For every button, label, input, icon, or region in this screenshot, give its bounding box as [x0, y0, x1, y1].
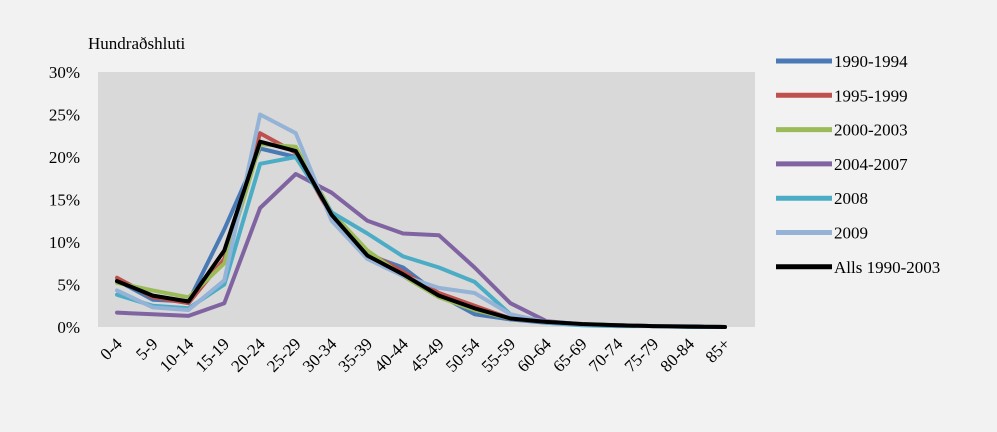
legend-label: 1995-1999	[834, 86, 908, 105]
legend-label: 2000-2003	[834, 121, 908, 140]
y-tick-label: 0%	[57, 318, 80, 337]
y-tick-label: 20%	[49, 148, 80, 167]
y-tick-label: 10%	[49, 233, 80, 252]
series-lines	[115, 112, 727, 329]
y-tick-label: 30%	[49, 63, 80, 82]
series-line-7	[115, 139, 727, 329]
y-tick-label: 15%	[49, 191, 80, 210]
legend: 1990-1994 1995-1999 2000-2003 2004-2007 2008…	[776, 52, 940, 277]
legend-label: Alls 1990-2003	[834, 258, 940, 277]
y-axis-ticks: 0% 5% 10% 15% 20% 25% 30%	[49, 63, 80, 337]
legend-label: 2004-2007	[834, 155, 908, 174]
y-tick-label: 25%	[49, 106, 80, 125]
y-axis-unit-label: Hundraðshluti	[88, 34, 186, 53]
legend-label: 1990-1994	[834, 52, 908, 71]
y-tick-label: 5%	[57, 276, 80, 295]
legend-label: 2009	[834, 224, 868, 243]
legend-label: 2008	[834, 189, 868, 208]
